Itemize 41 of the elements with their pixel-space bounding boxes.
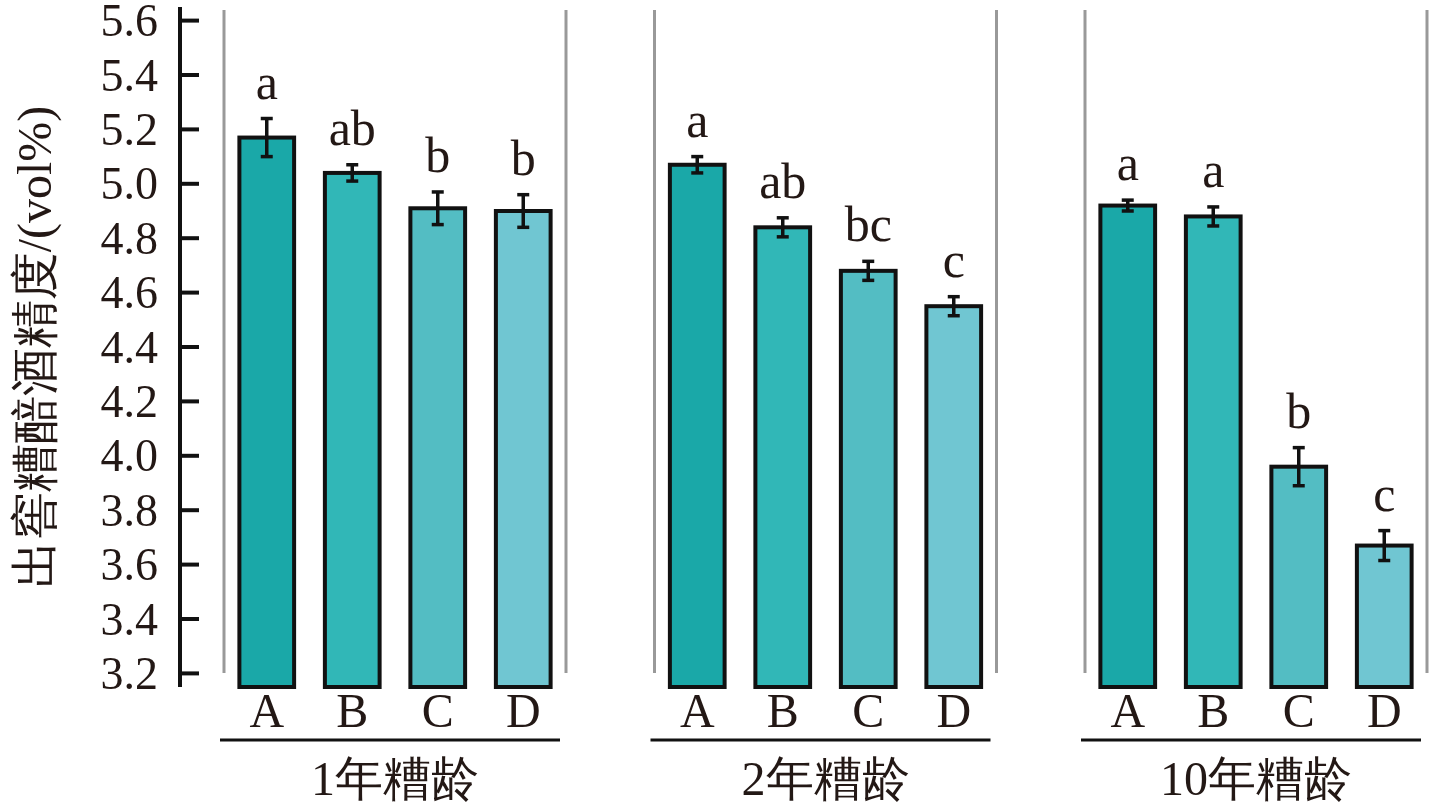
x-tick-label: D	[936, 684, 972, 737]
y-tick-label: 3.2	[100, 647, 158, 699]
x-tick-label: A	[1110, 684, 1146, 737]
annotation: b	[1286, 382, 1312, 439]
x-tick-label: D	[1366, 684, 1402, 737]
annotation: c	[942, 231, 965, 288]
x-tick-label: C	[852, 684, 885, 737]
y-tick-label: 4.2	[100, 375, 158, 427]
x-tick-label: B	[336, 684, 369, 737]
y-tick-label: 3.4	[100, 593, 158, 645]
y-tick-label: 5.0	[100, 158, 158, 210]
annotation: a	[686, 91, 709, 148]
y-tick-label: 3.8	[100, 484, 158, 536]
annotation: b	[425, 126, 451, 183]
x-tick-label: D	[505, 684, 541, 737]
annotation: ab	[328, 99, 376, 156]
y-tick-label: 4.0	[100, 430, 158, 482]
y-axis-title: 出窖糟醅酒精度/(vol%)	[7, 105, 62, 589]
annotation: ab	[759, 152, 807, 209]
x-tick-label: C	[421, 684, 454, 737]
x-tick-label: B	[766, 684, 799, 737]
x-axis-title: 1年糟龄	[311, 752, 479, 805]
x-tick-label: B	[1197, 684, 1230, 737]
annotation: bc	[844, 196, 892, 253]
annotation: a	[1116, 135, 1139, 192]
x-axis-title: 2年糟龄	[741, 752, 910, 805]
y-tick-label: 4.8	[100, 212, 158, 264]
annotation: b	[510, 129, 536, 186]
y-tick-label: 5.6	[100, 0, 158, 47]
y-tick-label: 3.6	[100, 539, 158, 591]
y-tick-label: 4.4	[100, 321, 158, 373]
annotation: c	[1373, 465, 1396, 522]
annotation: a	[255, 53, 278, 110]
y-tick-label: 4.6	[100, 267, 158, 319]
annotation: a	[1202, 141, 1225, 198]
x-axis-title: 10年糟龄	[1160, 752, 1352, 805]
x-tick-label: C	[1282, 684, 1315, 737]
y-tick-label: 5.2	[100, 103, 158, 155]
x-tick-label: A	[679, 684, 715, 737]
y-tick-label: 5.4	[100, 49, 158, 101]
x-tick-label: A	[249, 684, 285, 737]
